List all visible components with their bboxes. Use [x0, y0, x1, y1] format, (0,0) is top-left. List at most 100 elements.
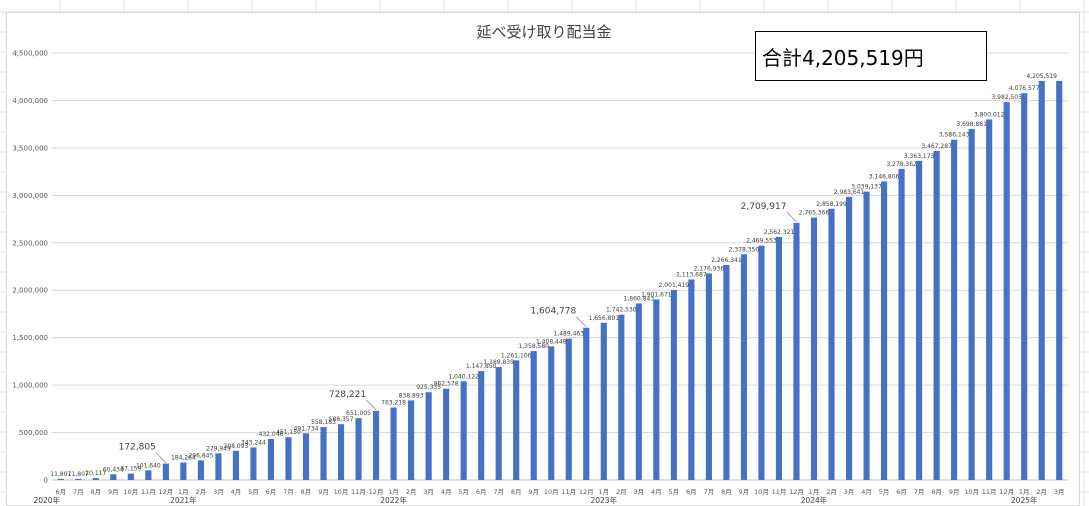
x-tick-label: 6月 [896, 488, 907, 496]
x-tick-label: 3月 [844, 488, 855, 496]
x-tick-label: 1月 [809, 488, 820, 496]
x-tick-label: 12月 [158, 488, 173, 496]
bar [162, 463, 169, 480]
leader-line [365, 399, 377, 411]
x-tick-label: 5月 [669, 488, 680, 496]
x-tick-label: 10月 [123, 488, 138, 496]
x-tick-label: 9月 [318, 488, 329, 496]
bar [618, 314, 625, 480]
x-tick-label: 8月 [931, 488, 942, 496]
bar [530, 351, 537, 480]
data-label: 1,604,778 [530, 307, 576, 317]
x-tick-label: 11月 [772, 488, 787, 496]
x-tick-label: 1月 [178, 488, 189, 496]
year-label: 2023年 [590, 495, 617, 505]
y-tick-label: 3,000,000 [12, 192, 48, 200]
bar [828, 208, 835, 480]
data-label: 3,146,806 [869, 173, 900, 180]
bar [145, 470, 152, 480]
data-label: 343,244 [241, 439, 266, 446]
x-tick-label: 7月 [283, 488, 294, 496]
data-label: 491,734 [294, 425, 319, 432]
bar [688, 279, 695, 480]
data-label: 763,218 [381, 400, 406, 407]
bar [478, 371, 485, 480]
x-tick-label: 2月 [826, 488, 837, 496]
data-label: 4,205,519 [1026, 73, 1057, 80]
bar [302, 433, 310, 480]
total-box[interactable]: 合計4,205,519円 [755, 31, 987, 81]
bar [513, 360, 520, 480]
x-tick-label: 4月 [861, 488, 872, 496]
data-label: 3,586,143 [939, 132, 970, 139]
data-label: 2,469,553 [746, 238, 777, 245]
bar [881, 181, 888, 480]
data-label: 925,335 [416, 384, 441, 391]
data-label: 2,378,350 [729, 246, 760, 253]
y-tick-label: 1,500,000 [12, 334, 48, 342]
data-label: 432,046 [259, 431, 284, 438]
bar [180, 462, 187, 480]
data-label: 172,805 [119, 443, 156, 453]
bar [951, 139, 958, 480]
x-tick-label: 3月 [634, 488, 645, 496]
bar [127, 473, 134, 480]
data-label: 1,901,671 [641, 292, 672, 299]
bar [845, 196, 853, 480]
data-label: 1,742,530 [606, 307, 637, 314]
bar [285, 437, 292, 480]
data-label: 60,434 [103, 466, 124, 473]
data-label: 2,176,936 [694, 265, 725, 272]
x-tick-label: 6月 [266, 488, 277, 496]
x-axis-ticks: 6月 7月 8月 9月 10月 11月 12月 1月 2月 3月 4月 5月 6月 7月 8月 9月 10月 11… [55, 488, 1064, 496]
x-tick-label: 10月 [544, 488, 559, 496]
x-tick-label: 6月 [55, 488, 66, 496]
bar [898, 168, 905, 481]
y-tick-label: 500,000 [19, 429, 48, 437]
bar [968, 129, 975, 480]
data-label: 2,765,366 [799, 210, 830, 217]
data-label: 279,949 [206, 445, 231, 452]
y-tick-label: 4,000,000 [12, 97, 48, 105]
data-label: 1,489,463 [553, 331, 584, 338]
data-label: 206,845 [188, 452, 213, 459]
bar [583, 327, 590, 480]
bar [758, 245, 765, 480]
chart-title: 延べ受け取り配当金 [476, 23, 611, 41]
x-tick-label: 6月 [686, 488, 697, 496]
x-tick-label: 7月 [914, 488, 925, 496]
data-label: 11,807 [68, 471, 89, 478]
x-tick-label: 1月 [388, 488, 399, 496]
x-tick-label: 4月 [651, 488, 662, 496]
bar [775, 236, 783, 480]
gridlines [52, 52, 1068, 481]
x-tick-label: 7月 [704, 488, 715, 496]
data-label: 1,261,106 [501, 352, 532, 359]
x-tick-label: 6月 [476, 488, 487, 496]
bar [408, 400, 415, 480]
bar [600, 322, 607, 480]
x-tick-label: 4月 [231, 488, 242, 496]
x-tick-label: 5月 [248, 488, 259, 496]
data-label: 2,858,199 [816, 201, 847, 208]
y-tick-label: 4,500,000 [12, 50, 48, 58]
data-label: 2,983,641 [834, 189, 865, 196]
bar [635, 303, 642, 480]
data-label: 1,040,122 [448, 373, 479, 380]
leader-line [786, 211, 797, 223]
data-label: 1,189,839 [483, 359, 514, 366]
x-tick-label: 3月 [1054, 488, 1065, 496]
bar [267, 439, 275, 480]
bar [390, 407, 397, 480]
bars [57, 80, 1063, 481]
data-label: 1,147,850 [466, 363, 497, 370]
bar [986, 119, 993, 480]
data-label: 184,264 [171, 455, 196, 462]
data-label: 838,893 [399, 392, 424, 399]
bar [250, 447, 257, 480]
x-tick-label: 8月 [511, 488, 522, 496]
leader-line [155, 452, 167, 463]
x-tick-label: 12月 [999, 488, 1014, 496]
data-label: 2,266,341 [711, 257, 742, 264]
